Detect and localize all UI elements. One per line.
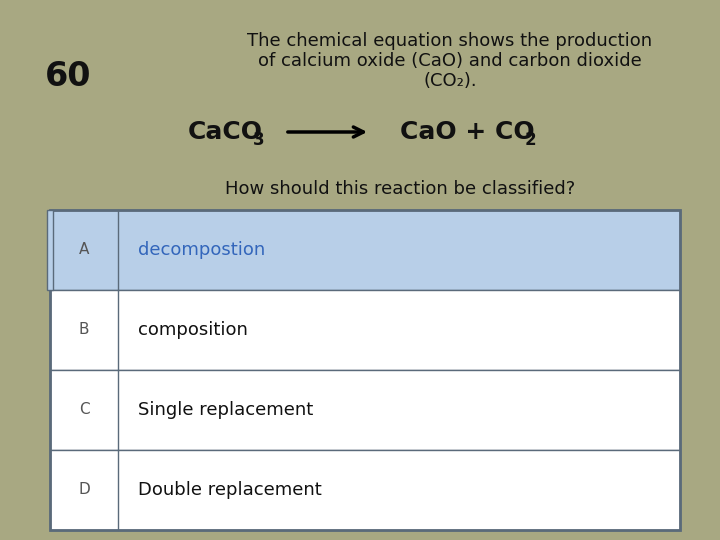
- Text: (CO₂).: (CO₂).: [423, 72, 477, 90]
- Text: CaO + CO: CaO + CO: [400, 120, 535, 144]
- Bar: [50, 210, 680, 290]
- Text: B: B: [78, 322, 89, 338]
- Text: The chemical equation shows the production: The chemical equation shows the producti…: [248, 32, 652, 50]
- Bar: [50, 450, 680, 530]
- Text: CaCO: CaCO: [188, 120, 263, 144]
- Text: decompostion: decompostion: [138, 241, 265, 259]
- Text: D: D: [78, 483, 90, 497]
- Text: A: A: [78, 242, 89, 258]
- Text: 3: 3: [253, 131, 265, 149]
- Text: 60: 60: [45, 60, 91, 93]
- Text: How should this reaction be classified?: How should this reaction be classified?: [225, 180, 575, 198]
- Bar: [47, 210, 53, 290]
- Text: of calcium oxide (CaO) and carbon dioxide: of calcium oxide (CaO) and carbon dioxid…: [258, 52, 642, 70]
- Text: Double replacement: Double replacement: [138, 481, 322, 499]
- Text: Single replacement: Single replacement: [138, 401, 313, 419]
- Bar: [50, 290, 680, 370]
- Bar: [50, 370, 680, 450]
- Text: C: C: [78, 402, 89, 417]
- Text: composition: composition: [138, 321, 248, 339]
- Text: 2: 2: [525, 131, 536, 149]
- Bar: [50, 210, 680, 530]
